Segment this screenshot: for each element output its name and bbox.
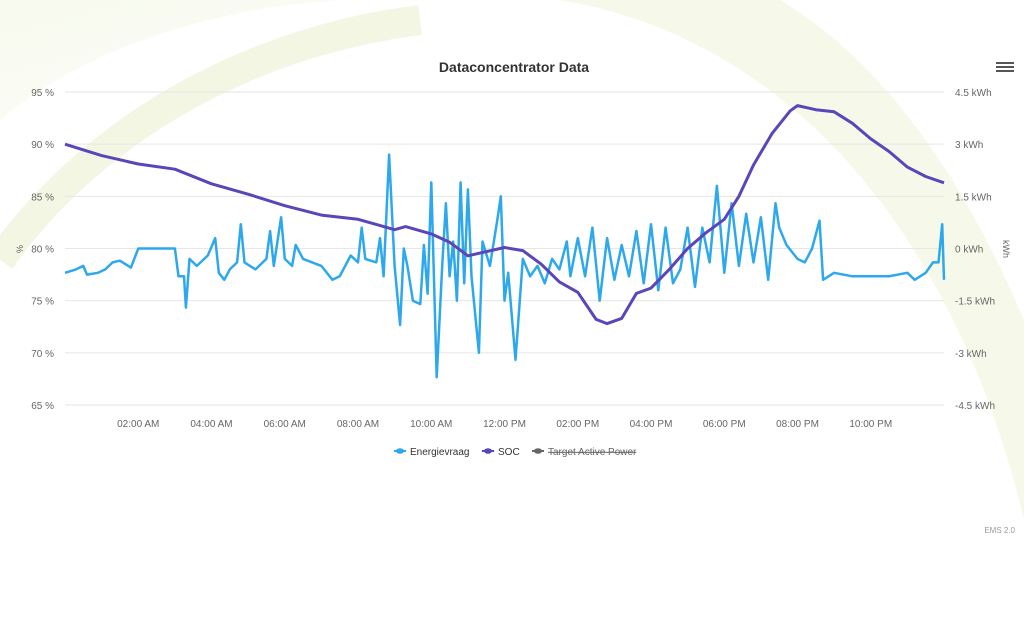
legend-item-target-active-power[interactable]: Target Active Power — [532, 447, 637, 458]
legend-item-energievraag[interactable]: Energievraag — [394, 447, 469, 458]
x-tick-label: 08:00 AM — [337, 419, 379, 430]
y-right-tick-label: -1.5 kWh — [955, 297, 995, 308]
y-left-tick-label: 90 % — [31, 140, 54, 151]
x-tick-label: 08:00 PM — [776, 419, 819, 430]
legend-marker-icon — [484, 448, 492, 454]
x-tick-label: 06:00 PM — [703, 419, 746, 430]
y-left-tick-label: 85 % — [31, 192, 54, 203]
y-right-tick-label: 0 kWh — [955, 245, 983, 256]
legend: Energievraag SOC Target Active Power — [394, 447, 637, 458]
y-left-axis-title: % — [15, 245, 25, 253]
x-tick-label: 02:00 PM — [556, 419, 599, 430]
y-right-tick-label: -3 kWh — [955, 349, 987, 360]
legend-label: Energievraag — [410, 447, 469, 458]
chart-title: Dataconcentrator Data — [439, 59, 589, 75]
x-tick-label: 12:00 PM — [483, 419, 526, 430]
legend-marker-icon — [534, 448, 542, 454]
axes: 65 % -4.5 kWh 70 % -3 kWh 75 % -1.5 kWh 80 % 0 … — [31, 88, 995, 430]
version-label: EMS 2.0 — [984, 526, 1015, 535]
x-tick-label: 10:00 AM — [410, 419, 452, 430]
legend-label: SOC — [498, 447, 520, 458]
y-left-tick-label: 70 % — [31, 349, 54, 360]
x-tick-label: 06:00 AM — [264, 419, 306, 430]
legend-label: Target Active Power — [548, 447, 637, 458]
chart-menu-button[interactable] — [996, 60, 1014, 76]
y-left-tick-label: 80 % — [31, 245, 54, 256]
y-right-tick-label: 3 kWh — [955, 140, 983, 151]
series-line-soc — [64, 104, 945, 326]
y-right-tick-label: 4.5 kWh — [955, 88, 992, 99]
legend-marker-icon — [396, 448, 404, 454]
y-right-axis-title: kWh — [1001, 240, 1011, 258]
y-left-tick-label: 75 % — [31, 297, 54, 308]
y-left-tick-label: 65 % — [31, 401, 54, 412]
y-left-tick-label: 95 % — [31, 88, 54, 99]
series-lines — [64, 104, 946, 379]
series-line-energievraag — [64, 153, 946, 379]
x-tick-label: 10:00 PM — [849, 419, 892, 430]
y-right-tick-label: 1.5 kWh — [955, 192, 992, 203]
x-tick-label: 04:00 PM — [630, 419, 673, 430]
x-tick-label: 02:00 AM — [117, 419, 159, 430]
legend-item-soc[interactable]: SOC — [482, 447, 520, 458]
x-tick-label: 04:00 AM — [190, 419, 232, 430]
y-right-tick-label: -4.5 kWh — [955, 401, 995, 412]
